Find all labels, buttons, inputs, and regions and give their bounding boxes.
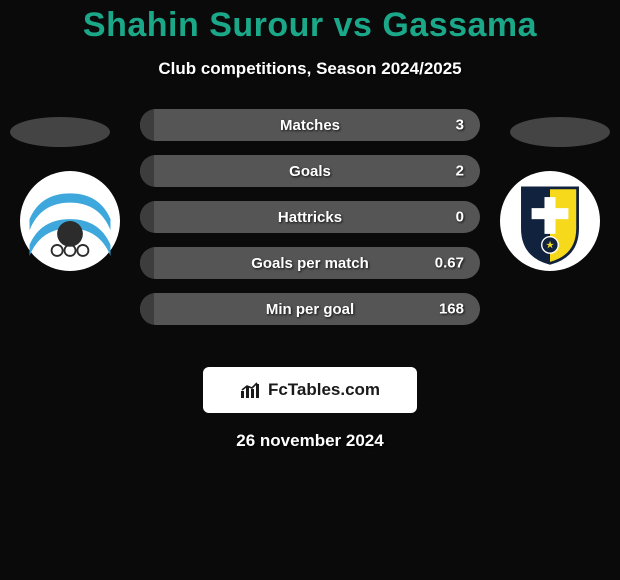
stats-list: Matches 3 Goals 2 Hattricks 0 Goals per … xyxy=(140,109,480,325)
stat-label: Min per goal xyxy=(266,301,354,318)
stat-left-fill xyxy=(140,247,154,279)
stat-left-fill xyxy=(140,201,154,233)
player-right-silhouette xyxy=(510,117,610,147)
infographic-root: Shahin Surour vs Gassama Club competitio… xyxy=(0,0,620,451)
club-crest-left-icon xyxy=(24,175,116,267)
stat-row-goals-per-match: Goals per match 0.67 xyxy=(140,247,480,279)
stat-left-fill xyxy=(140,293,154,325)
club-badge-left xyxy=(20,171,120,271)
stat-value-right: 168 xyxy=(439,301,464,318)
player-left-silhouette xyxy=(10,117,110,147)
page-subtitle: Club competitions, Season 2024/2025 xyxy=(0,59,620,79)
brand-text: FcTables.com xyxy=(268,380,380,400)
date-text: 26 november 2024 xyxy=(0,431,620,451)
stat-value-right: 3 xyxy=(456,117,464,134)
stat-label: Hattricks xyxy=(278,209,342,226)
club-crest-right-icon xyxy=(504,175,596,267)
stat-value-right: 2 xyxy=(456,163,464,180)
stat-label: Matches xyxy=(280,117,340,134)
stat-label: Goals xyxy=(289,163,331,180)
stat-row-hattricks: Hattricks 0 xyxy=(140,201,480,233)
brand-badge: FcTables.com xyxy=(203,367,417,413)
stat-value-right: 0 xyxy=(456,209,464,226)
stat-label: Goals per match xyxy=(251,255,369,272)
page-title: Shahin Surour vs Gassama xyxy=(0,6,620,45)
stat-row-min-per-goal: Min per goal 168 xyxy=(140,293,480,325)
comparison-panel: Matches 3 Goals 2 Hattricks 0 Goals per … xyxy=(0,109,620,349)
stat-left-fill xyxy=(140,155,154,187)
stat-row-matches: Matches 3 xyxy=(140,109,480,141)
club-badge-right xyxy=(500,171,600,271)
stat-value-right: 0.67 xyxy=(435,255,464,272)
stat-row-goals: Goals 2 xyxy=(140,155,480,187)
bar-chart-icon xyxy=(240,381,262,399)
stat-left-fill xyxy=(140,109,154,141)
